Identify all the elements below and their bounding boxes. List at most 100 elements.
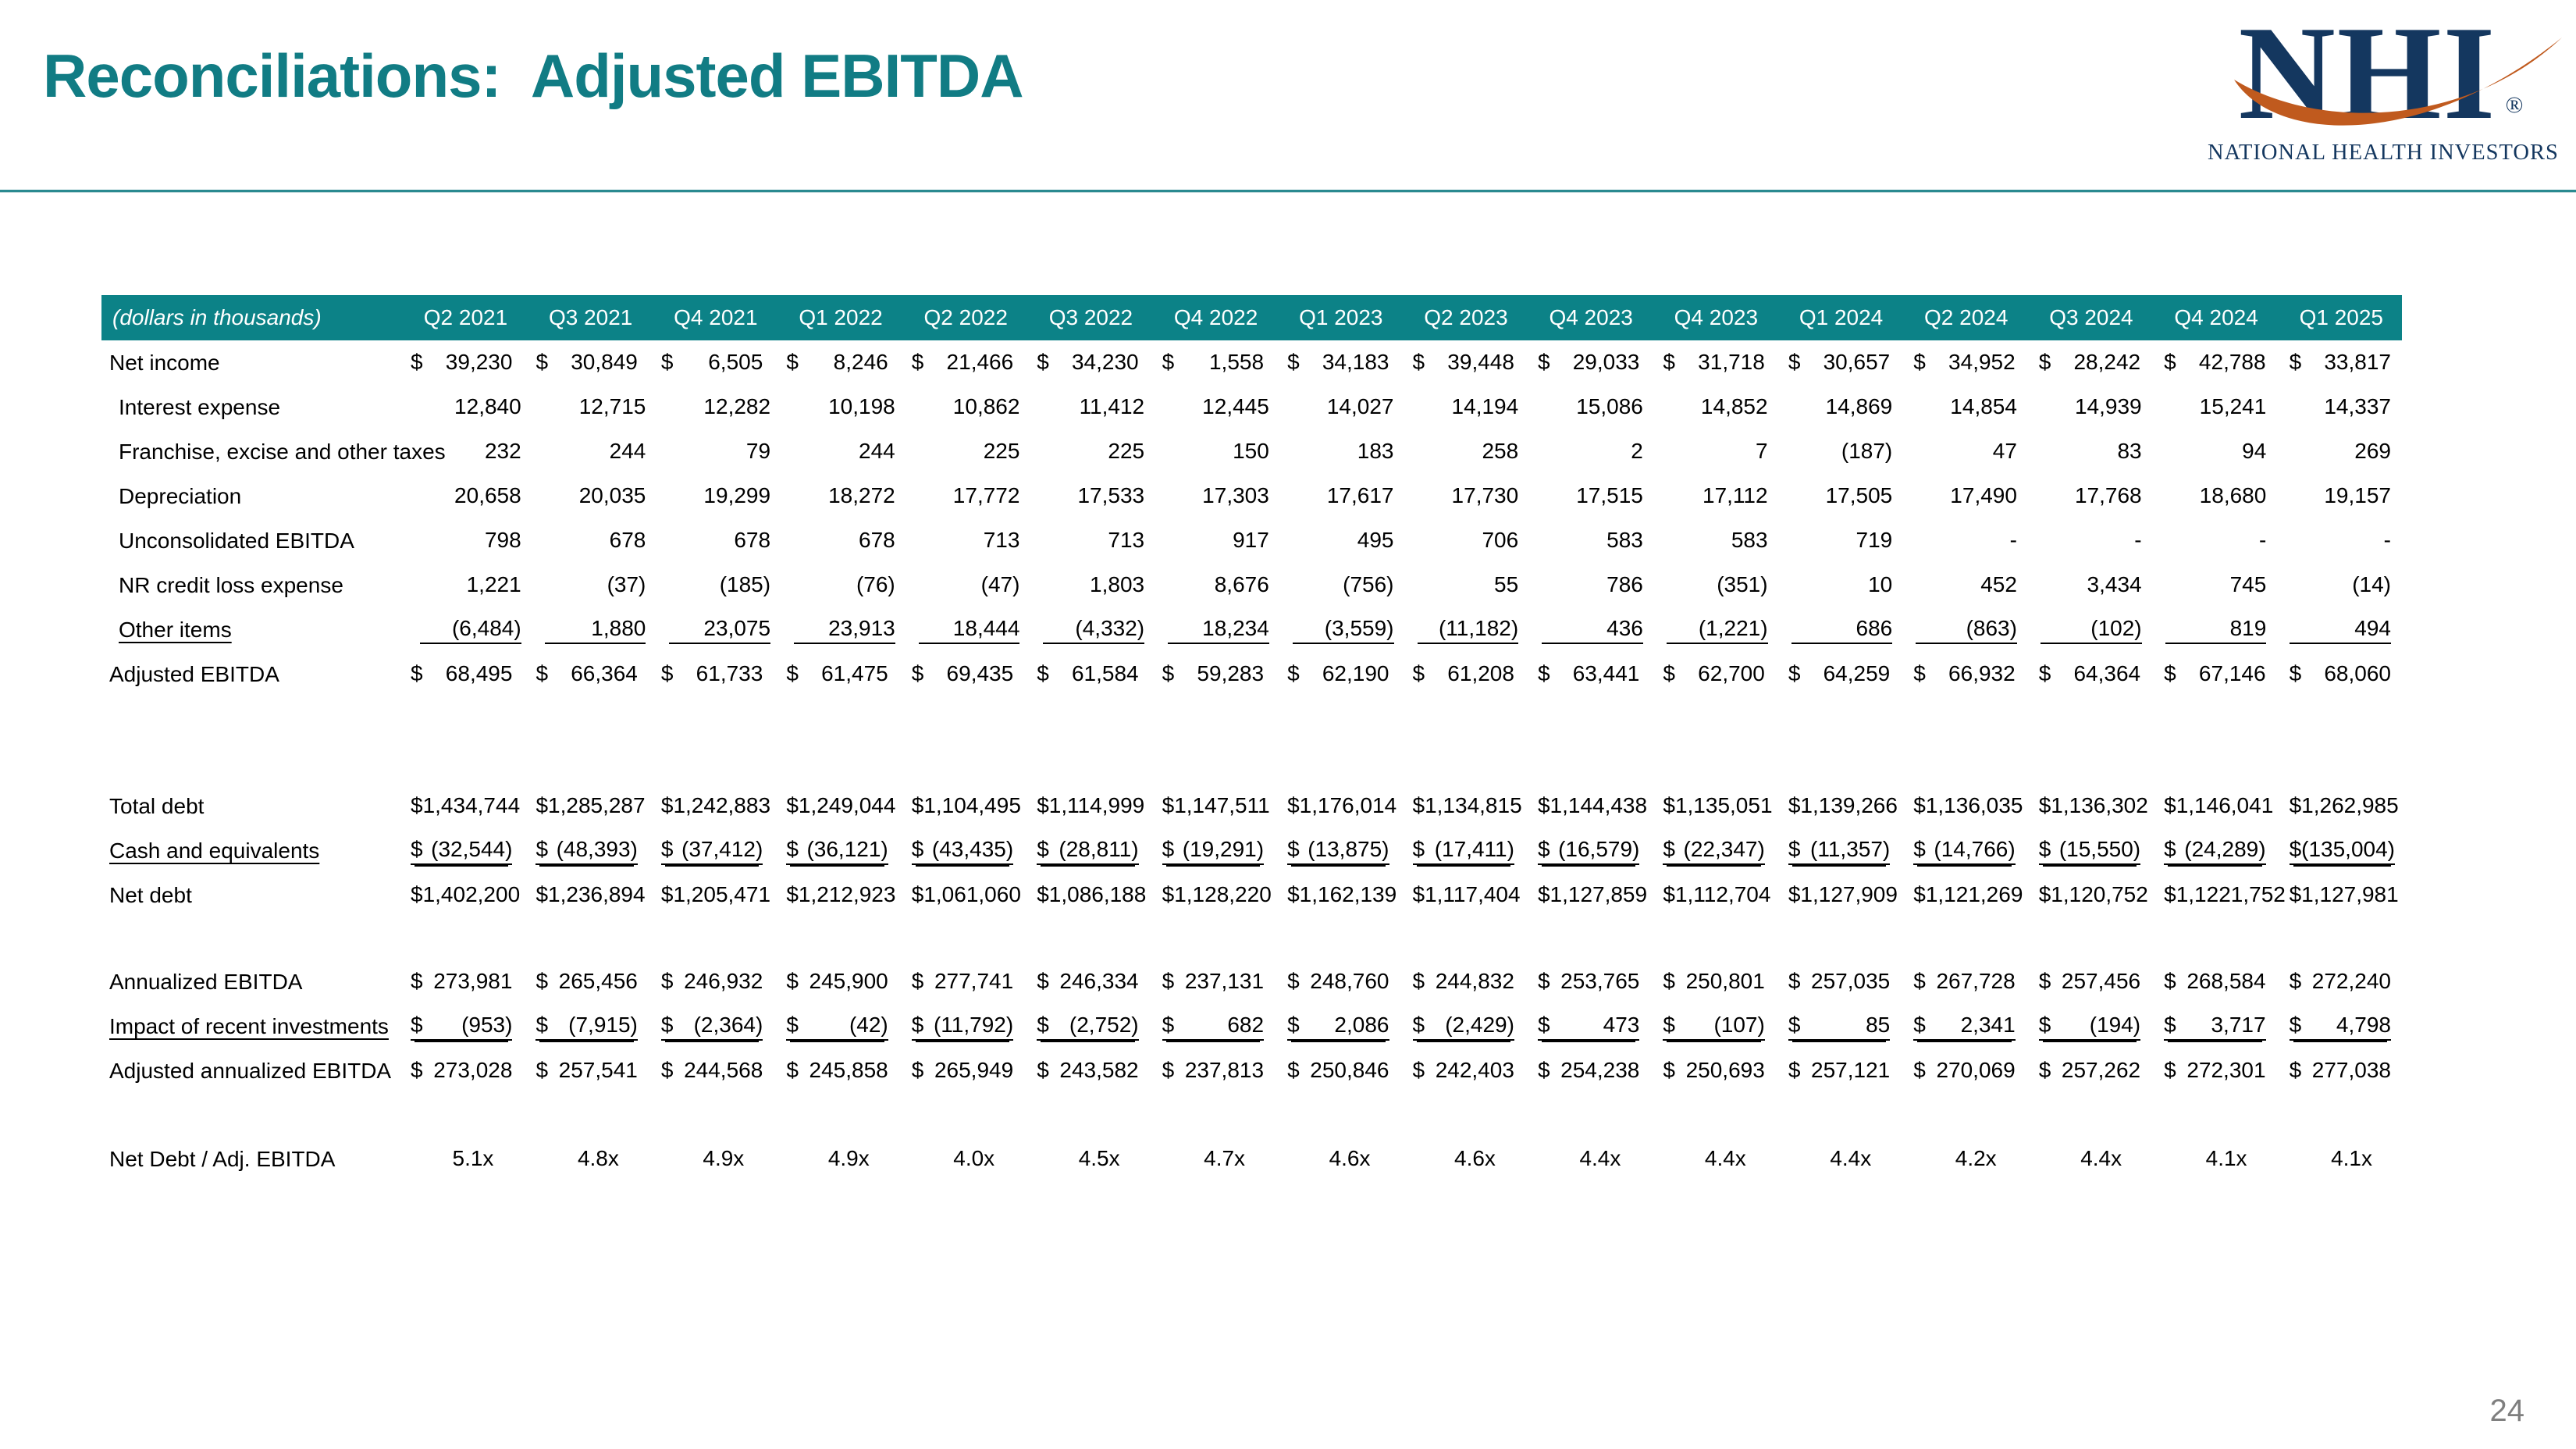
dollar-sign: $ (1788, 881, 1801, 906)
cell: $257,541 (523, 1058, 648, 1084)
cell: $250,801 (1650, 969, 1775, 995)
cell-value: 473 (1603, 1012, 1640, 1037)
cell-value: 244 (609, 438, 646, 463)
row-total-debt: Total debt $1,434,744 $1,285,287 $1,242,883… (101, 784, 2402, 828)
cell: $250,693 (1650, 1058, 1775, 1084)
cell: $ (43,435) (899, 837, 1024, 865)
cell: $1,112,704 (1650, 882, 1775, 909)
cell-value: 2,086 (1334, 1012, 1389, 1037)
cell: $237,131 (1150, 969, 1275, 995)
cell-value: (17,411) (1434, 836, 1514, 861)
cell-value: 1,121,269 (1925, 881, 2023, 906)
cell: 244 (781, 439, 906, 465)
dollar-sign: $ (2289, 968, 2302, 993)
column-header-5: Q3 2022 (1048, 305, 1133, 329)
cell-value: 265,456 (558, 968, 638, 993)
cell: $1,117,404 (1400, 882, 1525, 909)
column-header-6: Q4 2022 (1173, 305, 1258, 329)
cell-value: (187) (1841, 438, 1893, 463)
cell-value: 83 (2117, 438, 2142, 463)
cell-value: 250,846 (1310, 1057, 1389, 1082)
cell-value: (15,550) (2058, 836, 2141, 861)
cell-value: 244,568 (684, 1057, 763, 1082)
cell: $ (194) (2026, 1013, 2151, 1041)
cell: 494 (2277, 616, 2402, 644)
cell-value: 1,558 (1208, 349, 1265, 374)
row-net-income: Net income $39,230 $30,849 $6,505 $8,246 $21,… (101, 340, 2402, 385)
cell-value: 15,086 (1576, 393, 1643, 418)
dollar-sign: $ (1037, 792, 1049, 817)
cell: $61,584 (1024, 661, 1149, 688)
cell-value: 225 (1108, 438, 1145, 463)
cell-value: 686 (1856, 615, 1893, 640)
cell: $1,136,302 (2026, 793, 2151, 820)
cell: $1,434,744 (398, 793, 523, 820)
dollar-sign: $ (1913, 349, 1926, 374)
dollar-sign: $ (1913, 881, 1926, 906)
dollar-sign: $ (1788, 968, 1801, 993)
cell: 786 (1529, 572, 1654, 599)
cell-value: 232 (484, 438, 521, 463)
dollar-sign: $ (535, 968, 549, 993)
cell: $1,144,438 (1525, 793, 1650, 820)
cell: 183 (1280, 439, 1405, 465)
cell: 4.4x (1776, 1146, 1901, 1173)
cell-value: (185) (719, 571, 771, 596)
cell-value: 64,259 (1823, 660, 1891, 685)
dollar-sign: $ (1788, 1012, 1801, 1037)
cell-value: 678 (609, 527, 646, 552)
cell-value: (24,289) (2184, 836, 2266, 861)
cell: (187) (1779, 439, 1904, 465)
dollar-sign: $ (1037, 1012, 1049, 1037)
cell: 17,490 (1903, 483, 2028, 510)
dollar-sign: $ (1537, 660, 1550, 685)
cell-value: (37) (607, 571, 646, 596)
cell-value: (756) (1343, 571, 1394, 596)
cell: 17,505 (1779, 483, 1904, 510)
cell-value: 258 (1482, 438, 1519, 463)
cell-value: 237,813 (1184, 1057, 1265, 1082)
cell: 4.4x (1525, 1146, 1650, 1173)
cell-value: 12,445 (1202, 393, 1269, 418)
cell-value: 1,136,302 (2051, 792, 2148, 817)
cell-value: 243,582 (1059, 1057, 1139, 1082)
cell-value: 4.4x (1704, 1145, 1746, 1170)
cell-value: 31,718 (1698, 349, 1765, 374)
cell: $268,584 (2151, 969, 2276, 995)
dollar-sign: $ (660, 836, 674, 861)
cell-value: 1,221 (466, 571, 521, 596)
cell-value: 17,515 (1576, 482, 1643, 507)
cell: 14,869 (1779, 394, 1904, 421)
cell: $30,849 (523, 350, 648, 376)
dollar-sign: $ (660, 1057, 674, 1082)
cell-value: 250,801 (1685, 968, 1765, 993)
cell-value: 14,854 (1950, 393, 2017, 418)
dollar-sign: $ (1663, 349, 1675, 374)
cell: $62,190 (1275, 661, 1400, 688)
cell-value: 237,131 (1184, 968, 1265, 993)
cell-value: (19,291) (1182, 836, 1265, 861)
cell: $ (15,550) (2026, 837, 2151, 865)
cell: 18,680 (2153, 483, 2278, 510)
cell-value: (48,393) (556, 836, 638, 861)
dollar-sign: $ (911, 349, 924, 374)
dollar-sign: $ (1663, 660, 1675, 685)
cell: $ (17,411) (1400, 837, 1525, 865)
cell-value: 257,456 (2061, 968, 2141, 993)
cell: $245,858 (774, 1058, 898, 1084)
row-label: Impact of recent investments (109, 1013, 389, 1038)
cell: $257,121 (1776, 1058, 1901, 1084)
cell-value: 678 (859, 527, 895, 552)
cell: $1,249,044 (774, 793, 898, 820)
cell-value: 1,112,704 (1674, 881, 1771, 906)
dollar-sign: $ (535, 792, 549, 817)
cell-value: 14,869 (1825, 393, 1893, 418)
cell-value: 494 (2354, 615, 2391, 640)
cell-value: 495 (1357, 527, 1394, 552)
cell-value: 4.9x (703, 1145, 745, 1170)
cell-value: 39,448 (1447, 349, 1514, 374)
dollar-sign: $ (1412, 660, 1425, 685)
cell: 83 (2028, 439, 2153, 465)
cell: $1,212,923 (774, 882, 898, 909)
cell: $ (13,875) (1275, 837, 1400, 865)
